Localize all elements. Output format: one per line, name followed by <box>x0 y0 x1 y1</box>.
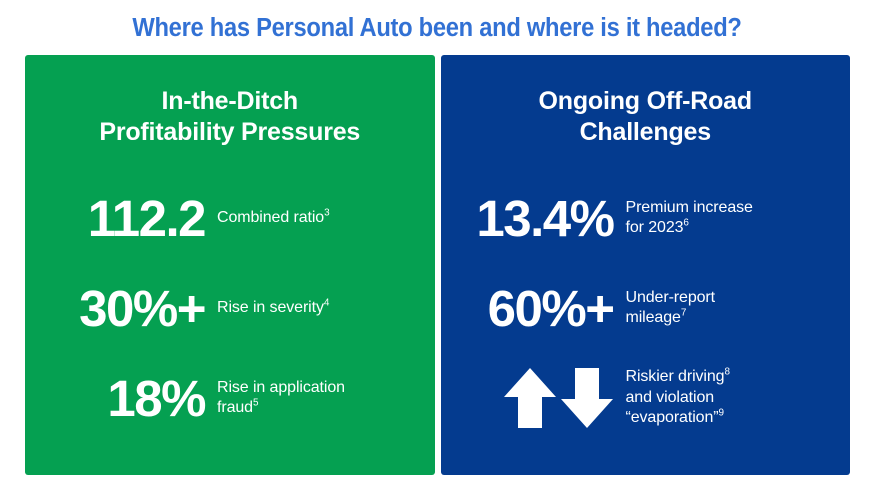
stat-label-line2: fraud5 <box>217 398 345 418</box>
stat-label: Rise in application fraud5 <box>217 378 345 419</box>
stat-row: 13.4% Premium increase for 20236 <box>441 173 851 263</box>
stat-label-line1: Riskier driving8 <box>625 366 731 387</box>
stat-label-line2-text: for 2023 <box>625 219 684 236</box>
panel-container: In-the-Ditch Profitability Pressures 112… <box>25 55 850 475</box>
panel-heading-ongoing-off-road: Ongoing Off-Road Challenges <box>441 86 851 147</box>
stat-label: Premium increase for 20236 <box>626 198 753 239</box>
stat-label: Under-report mileage7 <box>626 288 716 329</box>
stat-figure: 60%+ <box>487 279 615 337</box>
stat-label-line1: Rise in application <box>217 378 345 396</box>
stat-label-line2: and violation <box>625 388 715 406</box>
stat-label-line2-text: fraud <box>217 399 253 416</box>
page-title: Where has Personal Auto been and where i… <box>132 14 742 42</box>
footnote-marker: 5 <box>252 397 259 409</box>
stat-row: 18% Rise in application fraud5 <box>25 353 435 443</box>
footnote-marker: 3 <box>324 207 330 219</box>
stat-figure-icons <box>441 367 626 429</box>
stat-figure: 18% <box>107 369 206 427</box>
stat-list-green: 112.2 Combined ratio3 30%+ Rise in sever… <box>25 173 435 443</box>
stat-row: 30%+ Rise in severity4 <box>25 263 435 353</box>
stat-label-line1: Rise in severity <box>217 298 324 316</box>
footnote-marker: 4 <box>323 297 330 309</box>
arrow-down-icon <box>560 367 614 429</box>
stat-label-line1: Combined ratio <box>217 208 325 226</box>
stat-label: Riskier driving8 and violation “evaporat… <box>625 366 731 428</box>
panel-in-the-ditch: In-the-Ditch Profitability Pressures 112… <box>25 55 435 475</box>
panel-heading-in-the-ditch: In-the-Ditch Profitability Pressures <box>25 86 435 147</box>
stat-figure: 112.2 <box>87 189 207 247</box>
stat-label: Rise in severity4 <box>217 298 329 318</box>
panel-heading-line1: In-the-Ditch <box>161 87 299 115</box>
panel-heading-line2: Challenges <box>579 117 712 146</box>
footnote-marker: 6 <box>683 217 689 229</box>
footnote-marker: 7 <box>680 307 687 319</box>
footnote-marker: 9 <box>718 407 724 419</box>
stat-label-line3: “evaporation”9 <box>626 408 730 428</box>
stat-figure: 13.4% <box>476 189 615 247</box>
stat-row: Riskier driving8 and violation “evaporat… <box>441 353 851 443</box>
stat-label-line2: for 20236 <box>626 218 753 238</box>
stat-row: 112.2 Combined ratio3 <box>25 173 435 263</box>
stat-label-line3-text: “evaporation” <box>625 409 719 427</box>
stat-figure: 30%+ <box>79 279 206 337</box>
footnote-marker: 8 <box>724 366 730 378</box>
stat-label: Combined ratio3 <box>217 208 330 228</box>
panel-ongoing-off-road: Ongoing Off-Road Challenges 13.4% Premiu… <box>440 55 851 475</box>
arrow-up-icon <box>503 367 557 429</box>
stat-list-blue: 13.4% Premium increase for 20236 60%+ Un… <box>441 173 851 443</box>
stat-label-line2: mileage7 <box>626 308 716 328</box>
stat-label-line1: Under-report <box>625 288 716 306</box>
stat-label-line1: Premium increase <box>625 198 753 216</box>
stat-label-line2-text: mileage <box>625 309 681 326</box>
stat-label-line1-text: Riskier driving <box>625 368 725 386</box>
panel-heading-line2: Profitability Pressures <box>99 117 361 146</box>
panel-heading-line1: Ongoing Off-Road <box>538 87 753 115</box>
stat-row: 60%+ Under-report mileage7 <box>441 263 851 353</box>
